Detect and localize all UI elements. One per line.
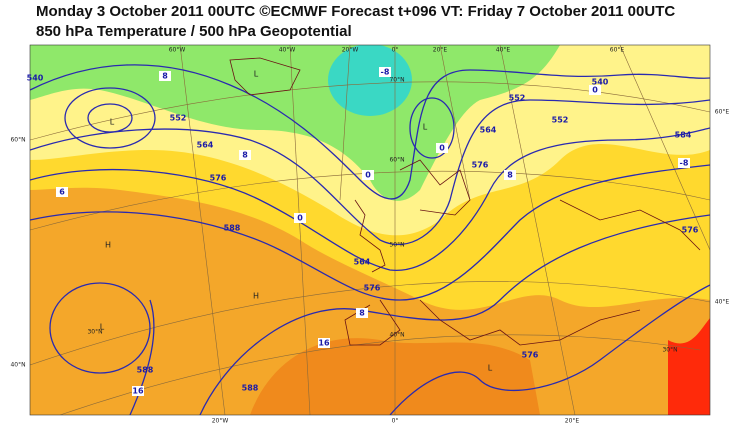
pressure-centre: L: [254, 70, 259, 79]
contour-label: 552: [509, 94, 526, 103]
temperature-label: 16: [318, 339, 330, 348]
label-box: [56, 187, 68, 197]
graticule-label: 20°W: [212, 418, 229, 425]
graticule-label: 60°E: [715, 109, 730, 116]
pressure-centre: L: [100, 323, 105, 332]
temperature-label: 8: [162, 72, 168, 81]
contour-label: 540: [592, 78, 609, 87]
graticule-label: 70°N: [389, 77, 404, 84]
temperature-label: 8: [242, 151, 248, 160]
graticule-label: 30°N: [87, 329, 102, 336]
graticule-label: 40°N: [389, 332, 404, 339]
temperature-label: -8: [381, 68, 390, 77]
label-box: [678, 158, 690, 168]
graticule-label: 40°E: [715, 299, 730, 306]
label-box: [159, 71, 171, 81]
graticule-label: 40°N: [10, 362, 25, 369]
label-box: [239, 150, 251, 160]
graticule-label: 30°N: [662, 347, 677, 354]
label-box: [379, 67, 391, 77]
graticule-label: 20°E: [433, 47, 448, 54]
temperature-label: -8: [680, 159, 689, 168]
label-box: [318, 338, 330, 348]
graticule-label: 60°E: [610, 47, 625, 54]
graticule-label: 20°E: [565, 418, 580, 425]
graticule-label: 60°N: [389, 157, 404, 164]
coastlines: [229, 57, 701, 346]
subtitle: 850 hPa Temperature / 500 hPa Geopotenti…: [36, 23, 352, 40]
graticule-label: 50°N: [389, 242, 404, 249]
contour-label: 564: [480, 126, 497, 135]
temperature-label: 16: [132, 387, 144, 396]
pressure-centre: L: [423, 123, 428, 132]
graticule-label: 40°W: [279, 47, 296, 54]
graticule-label: 60°W: [169, 47, 186, 54]
label-box: [436, 143, 448, 153]
contour-label: 564: [197, 141, 214, 150]
contour-label: 576: [472, 161, 489, 170]
label-box: [504, 170, 516, 180]
temperature-label: 0: [297, 214, 303, 223]
graticule-label: 60°N: [10, 137, 25, 144]
contour-label: 584: [675, 131, 692, 140]
contour-label: 540: [27, 74, 44, 83]
graticule-label: 0°: [392, 418, 399, 425]
contour-label: 588: [242, 384, 259, 393]
contour-label: 576: [210, 174, 227, 183]
label-box: [356, 308, 368, 318]
temperature-label: 0: [365, 171, 371, 180]
contour-label: 564: [354, 258, 371, 267]
temperature-label: 8: [359, 309, 365, 318]
label-box: [294, 213, 306, 223]
label-box: [362, 170, 374, 180]
contour-label: 552: [552, 116, 569, 125]
temperature-field: [30, 45, 710, 415]
temperature-label: 0: [592, 86, 598, 95]
geopotential-contours: [30, 64, 710, 415]
pressure-centre: L: [110, 118, 115, 127]
contour-label: 588: [137, 366, 154, 375]
graticule-label: 40°E: [496, 47, 511, 54]
label-box: [589, 85, 601, 95]
pressure-centre: H: [105, 241, 111, 250]
contour-label: 552: [170, 114, 187, 123]
contour-label: 576: [364, 284, 381, 293]
graticule: [30, 45, 710, 415]
temperature-label: 8: [507, 171, 513, 180]
contour-label: 588: [224, 224, 241, 233]
temperature-label: 6: [59, 188, 65, 197]
contour-label: 576: [522, 351, 539, 360]
pressure-centre: H: [253, 292, 259, 301]
title: Monday 3 October 2011 00UTC ©ECMWF Forec…: [36, 3, 676, 20]
label-box: [132, 386, 144, 396]
temperature-label: 0: [439, 144, 445, 153]
contour-label: 576: [682, 226, 699, 235]
graticule-label: 0°: [392, 47, 399, 54]
pressure-centre: L: [488, 364, 493, 373]
map-frame: [29, 44, 711, 416]
graticule-label: 20°W: [342, 47, 359, 54]
